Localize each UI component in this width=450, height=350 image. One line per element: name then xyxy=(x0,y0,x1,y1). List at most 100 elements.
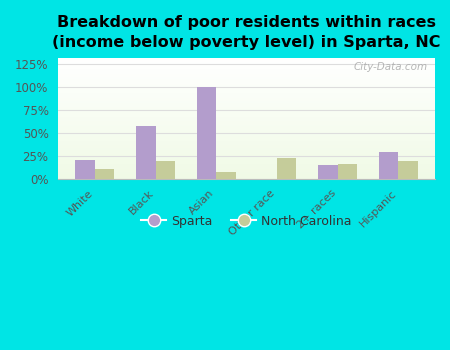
Bar xyxy=(58,151,435,152)
Bar xyxy=(58,95,435,96)
Bar xyxy=(58,133,435,134)
Bar xyxy=(58,112,435,113)
Bar xyxy=(58,173,435,174)
Bar xyxy=(58,168,435,169)
Bar xyxy=(398,161,418,178)
Legend: Sparta, North Carolina: Sparta, North Carolina xyxy=(136,210,357,232)
Bar xyxy=(58,101,435,102)
Bar xyxy=(58,137,435,138)
Bar xyxy=(58,107,435,108)
Bar xyxy=(58,83,435,84)
Bar xyxy=(58,176,435,177)
Bar xyxy=(318,165,338,178)
Bar xyxy=(58,59,435,60)
Bar xyxy=(58,75,435,76)
Bar xyxy=(58,110,435,111)
Bar xyxy=(58,131,435,132)
Bar xyxy=(58,90,435,91)
Bar xyxy=(58,108,435,109)
Bar xyxy=(58,87,435,88)
Bar xyxy=(75,160,95,178)
Bar xyxy=(58,81,435,82)
Bar xyxy=(58,159,435,160)
Bar xyxy=(58,71,435,72)
Bar xyxy=(58,140,435,141)
Bar xyxy=(58,127,435,128)
Bar xyxy=(58,115,435,116)
Bar xyxy=(277,159,297,178)
Bar xyxy=(379,152,398,178)
Text: City-Data.com: City-Data.com xyxy=(353,62,428,71)
Bar xyxy=(58,68,435,69)
Bar xyxy=(58,96,435,97)
Bar xyxy=(58,106,435,107)
Bar xyxy=(58,175,435,176)
Bar xyxy=(58,104,435,105)
Bar xyxy=(58,94,435,95)
Bar xyxy=(216,172,236,178)
Bar xyxy=(58,157,435,158)
Bar xyxy=(95,169,114,178)
Bar xyxy=(58,84,435,85)
Bar xyxy=(58,67,435,68)
Bar xyxy=(58,129,435,130)
Bar xyxy=(58,121,435,122)
Bar xyxy=(338,164,357,178)
Bar xyxy=(58,177,435,178)
Bar xyxy=(58,123,435,124)
Bar xyxy=(58,125,435,126)
Bar xyxy=(58,66,435,67)
Bar xyxy=(58,126,435,127)
Bar xyxy=(58,162,435,163)
Bar xyxy=(58,142,435,143)
Bar xyxy=(58,70,435,71)
Bar xyxy=(58,103,435,104)
Bar xyxy=(58,64,435,65)
Bar xyxy=(58,152,435,153)
Bar xyxy=(58,80,435,81)
Bar xyxy=(58,158,435,159)
Bar xyxy=(58,88,435,89)
Bar xyxy=(58,69,435,70)
Bar xyxy=(58,164,435,165)
Bar xyxy=(58,166,435,167)
Bar xyxy=(58,148,435,149)
Bar xyxy=(156,161,175,178)
Bar xyxy=(58,146,435,147)
Bar xyxy=(58,63,435,64)
Bar xyxy=(58,85,435,86)
Bar xyxy=(58,82,435,83)
Bar xyxy=(58,122,435,123)
Bar xyxy=(58,77,435,78)
Bar xyxy=(58,165,435,166)
Bar xyxy=(58,60,435,61)
Bar xyxy=(58,149,435,150)
Bar xyxy=(58,93,435,94)
Bar xyxy=(58,76,435,77)
Bar xyxy=(58,98,435,99)
Bar xyxy=(58,171,435,172)
Bar xyxy=(58,156,435,157)
Bar xyxy=(58,111,435,112)
Bar xyxy=(58,141,435,142)
Bar xyxy=(58,139,435,140)
Bar xyxy=(58,130,435,131)
Bar xyxy=(58,62,435,63)
Bar xyxy=(197,87,216,178)
Bar xyxy=(58,102,435,103)
Bar xyxy=(58,174,435,175)
Bar xyxy=(58,105,435,106)
Bar xyxy=(58,155,435,156)
Bar xyxy=(58,91,435,92)
Bar xyxy=(58,160,435,161)
Bar xyxy=(58,135,435,136)
Bar xyxy=(58,145,435,146)
Bar xyxy=(58,118,435,119)
Bar xyxy=(58,154,435,155)
Bar xyxy=(58,79,435,80)
Bar xyxy=(58,117,435,118)
Bar xyxy=(58,167,435,168)
Bar xyxy=(58,92,435,93)
Bar xyxy=(58,132,435,133)
Bar xyxy=(58,86,435,87)
